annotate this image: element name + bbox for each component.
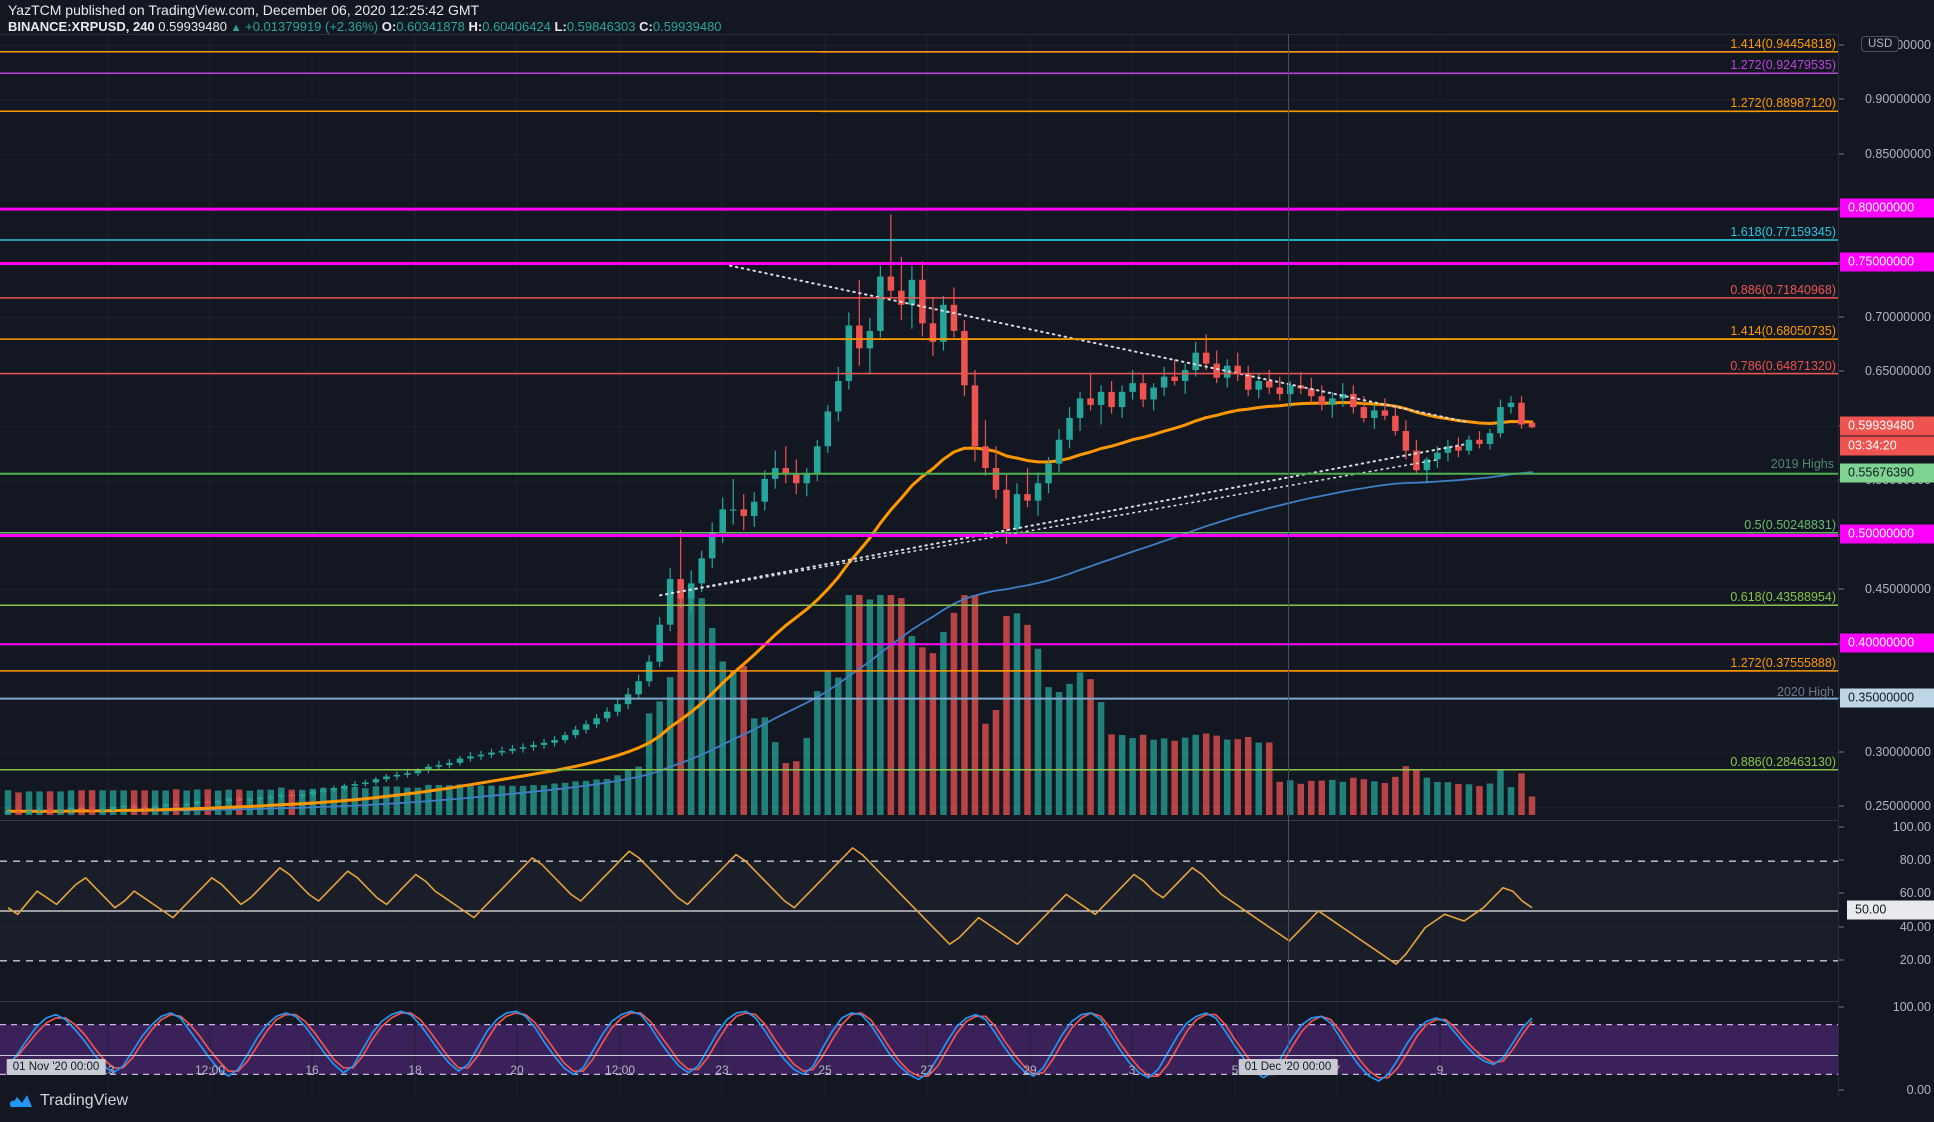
high-value: 0.60406424 xyxy=(482,19,551,34)
level-label-fib-1414-068: 1.414(0.68050735) xyxy=(1730,324,1836,339)
price-plot xyxy=(0,35,1838,820)
change-value: +0.01379919 (+2.36%) xyxy=(245,19,379,34)
time-tick-7: 25 xyxy=(818,1063,832,1077)
time-tag-1[interactable]: 01 Dec '20 00:00 xyxy=(1238,1059,1338,1075)
level-label-fib-0886-028: 0.886(0.28463130) xyxy=(1730,754,1836,769)
level-label-fib-1272-037: 1.272(0.37555888) xyxy=(1730,655,1836,670)
rsi-tick-mark xyxy=(1839,859,1844,861)
price-tick-label-2: 0.85000000 xyxy=(1864,146,1931,161)
price-tag-0[interactable]: 0.80000000 xyxy=(1840,198,1934,218)
stoch-tick-1: 0.00 xyxy=(1906,1083,1931,1097)
stoch-tick-mark xyxy=(1839,1089,1844,1091)
chart-header: YazTCM published on TradingView.com, Dec… xyxy=(0,0,1934,34)
rsi-plot xyxy=(0,821,1838,1001)
interval-label[interactable]: 240 xyxy=(132,19,155,34)
price-tag-5[interactable]: 0.50000000 xyxy=(1840,524,1934,544)
rsi-tick-1: 80.00 xyxy=(1899,853,1931,868)
close-label: C: xyxy=(639,19,653,34)
rsi-tick-0: 100.00 xyxy=(1892,820,1931,834)
stoch-tick-mark xyxy=(1839,1006,1844,1008)
price-tag-2[interactable]: 0.59939480 xyxy=(1840,416,1934,436)
price-tick-mark xyxy=(1839,805,1844,807)
time-tick-1: 12:00 xyxy=(194,1063,226,1077)
rsi-tick-mark xyxy=(1839,959,1844,961)
price-tag-3[interactable]: 03:34:20 xyxy=(1840,436,1934,456)
level-label-fib-1272-089: 1.272(0.88987120) xyxy=(1730,96,1836,111)
price-tag-4[interactable]: 0.55676390 xyxy=(1840,463,1934,483)
tradingview-watermark: TradingView xyxy=(8,1086,128,1116)
currency-badge[interactable]: USD xyxy=(1861,35,1900,52)
level-label-fib-1618-077: 1.618(0.77159345) xyxy=(1730,224,1836,239)
rsi-pane[interactable] xyxy=(0,820,1838,1001)
annotation-2020-high: 2020 High xyxy=(1777,685,1834,700)
price-axis[interactable]: 0.950000000.900000000.850000000.80000000… xyxy=(1838,34,1934,1097)
level-label-fib-0618-043: 0.618(0.43588954) xyxy=(1730,590,1836,605)
rsi-tag-50[interactable]: 50.00 xyxy=(1847,900,1934,920)
rsi-tick-4: 40.00 xyxy=(1899,919,1931,934)
open-value: 0.60341878 xyxy=(396,19,465,34)
publisher-line: YazTCM published on TradingView.com, Dec… xyxy=(8,2,480,18)
price-tick-label-1: 0.90000000 xyxy=(1864,92,1931,107)
price-tag-6[interactable]: 0.40000000 xyxy=(1840,633,1934,653)
level-label-fib-0786-064: 0.786(0.64871320) xyxy=(1730,358,1836,373)
rsi-tick-2: 60.00 xyxy=(1899,886,1931,901)
time-tick-9: 29 xyxy=(1023,1063,1037,1077)
level-label-fib-1272-092: 1.272(0.92479535) xyxy=(1730,58,1836,73)
low-value: 0.59846303 xyxy=(566,19,636,34)
change-arrow-icon: ▲ xyxy=(230,22,242,34)
time-tick-10: 3 xyxy=(1128,1063,1136,1077)
price-tick-mark xyxy=(1839,98,1844,100)
symbol-quote-line: BINANCE:XRPUSD, 240 0.59939480 ▲ +0.0137… xyxy=(8,19,722,34)
price-tick-mark xyxy=(1839,751,1844,753)
price-tick-mark xyxy=(1839,316,1844,318)
tradingview-label: TradingView xyxy=(40,1092,129,1109)
price-tag-7[interactable]: 0.35000000 xyxy=(1840,688,1934,708)
price-tick-mark xyxy=(1839,588,1844,590)
open-label: O: xyxy=(381,19,397,34)
time-tick-6: 23 xyxy=(715,1063,729,1077)
time-tick-11: 5 xyxy=(1231,1063,1239,1077)
stoch-tick-0: 100.00 xyxy=(1892,1000,1931,1014)
rsi-tick-5: 20.00 xyxy=(1899,952,1931,967)
last-price: 0.59939480 xyxy=(158,19,227,34)
rsi-tick-mark xyxy=(1839,926,1844,928)
low-label: L: xyxy=(554,19,567,34)
price-tick-mark xyxy=(1839,153,1844,155)
symbol-label[interactable]: BINANCE:XRPUSD, xyxy=(8,19,130,34)
tradingview-logo-icon xyxy=(9,1095,32,1108)
price-tick-mark xyxy=(1839,44,1844,46)
price-pane[interactable]: 1.414(0.94454818) 1.272(0.92479535) 1.272(… xyxy=(0,34,1838,820)
level-label-fib-05-050: 0.5(0.50248831) xyxy=(1744,517,1836,532)
price-tick-label-14: 0.25000000 xyxy=(1864,799,1931,814)
price-tag-1[interactable]: 0.75000000 xyxy=(1840,252,1934,272)
time-tick-4: 20 xyxy=(510,1063,524,1077)
price-tick-label-13: 0.30000000 xyxy=(1864,745,1931,760)
level-label-fib-0886-071: 0.886(0.71840968) xyxy=(1730,282,1836,297)
chart-container[interactable]: 1.414(0.94454818) 1.272(0.92479535) 1.272(… xyxy=(0,34,1934,1122)
crosshair-vertical xyxy=(1288,34,1289,1055)
price-tick-mark xyxy=(1839,370,1844,372)
time-tag-0[interactable]: 01 Nov '20 00:00 xyxy=(6,1059,106,1075)
price-tick-label-6: 0.65000000 xyxy=(1864,364,1931,379)
time-tick-3: 18 xyxy=(408,1063,422,1077)
rsi-tick-mark xyxy=(1839,826,1844,828)
time-tick-5: 12:00 xyxy=(604,1063,636,1077)
time-tick-8: 27 xyxy=(920,1063,934,1077)
price-tick-label-10: 0.45000000 xyxy=(1864,581,1931,596)
high-label: H: xyxy=(468,19,483,34)
time-tick-13: 9 xyxy=(1436,1063,1444,1077)
close-value: 0.59939480 xyxy=(652,19,722,34)
price-tick-label-5: 0.70000000 xyxy=(1864,309,1931,324)
stochastic-plot xyxy=(0,1002,1838,1097)
annotation-2019-highs: 2019 Highs xyxy=(1770,456,1834,471)
rsi-tick-mark xyxy=(1839,892,1844,894)
time-tick-2: 16 xyxy=(305,1063,319,1077)
stochastic-pane[interactable] xyxy=(0,1001,1838,1097)
level-label-fib-1414-094: 1.414(0.94454818) xyxy=(1730,36,1836,51)
